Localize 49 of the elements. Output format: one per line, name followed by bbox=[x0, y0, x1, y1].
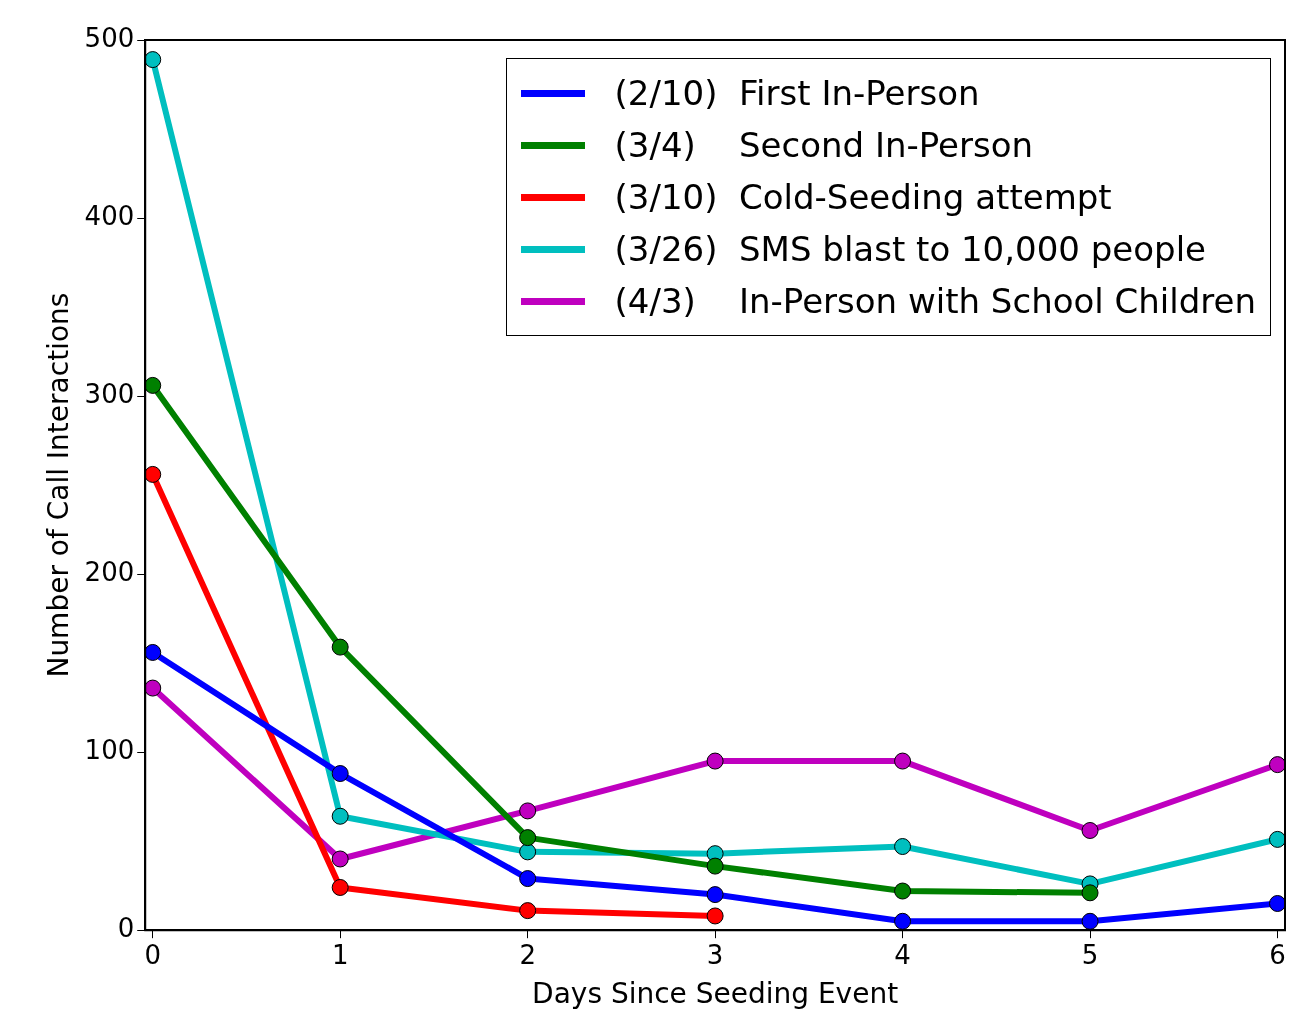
point bbox=[894, 838, 912, 856]
legend-label: (4/3) In-Person with School Children bbox=[613, 280, 1256, 323]
x-tick-label: 1 bbox=[331, 939, 349, 970]
point bbox=[145, 679, 162, 697]
point bbox=[1081, 912, 1099, 930]
x-tick-label: 4 bbox=[894, 939, 911, 970]
x-tick-label: 2 bbox=[519, 939, 536, 970]
point bbox=[894, 752, 912, 770]
y-axis-title: Number of Call Interactions bbox=[42, 292, 76, 678]
point bbox=[1081, 822, 1099, 839]
point bbox=[1269, 894, 1285, 912]
point bbox=[706, 752, 724, 770]
point bbox=[1269, 830, 1285, 848]
point bbox=[519, 902, 537, 920]
point bbox=[145, 643, 162, 661]
point bbox=[519, 870, 537, 888]
x-axis-title: Days Since Seeding Event bbox=[532, 977, 899, 1011]
point bbox=[331, 878, 349, 896]
point bbox=[331, 807, 349, 825]
y-tick-label: 500 bbox=[84, 22, 135, 53]
point bbox=[519, 829, 537, 847]
x-tick-label: 3 bbox=[706, 939, 724, 970]
point bbox=[145, 51, 162, 69]
point bbox=[145, 465, 162, 483]
y-tick-label: 100 bbox=[84, 734, 135, 765]
y-tick-label: 400 bbox=[84, 200, 135, 231]
legend-label: (2/10) First In-Person bbox=[613, 72, 981, 115]
point bbox=[894, 912, 912, 930]
legend-label: (3/4) Second In-Person bbox=[613, 124, 1035, 167]
point bbox=[706, 907, 724, 925]
x-tick-label: 6 bbox=[1269, 939, 1286, 970]
x-tick-label: 0 bbox=[144, 939, 161, 970]
legend-label: (3/10) Cold-Seeding attempt bbox=[613, 176, 1113, 219]
point bbox=[894, 882, 912, 900]
y-tick-label: 0 bbox=[117, 912, 135, 943]
point bbox=[331, 765, 349, 783]
point bbox=[331, 638, 349, 656]
point bbox=[519, 843, 537, 861]
point bbox=[706, 886, 724, 904]
y-tick-label: 200 bbox=[84, 556, 135, 587]
y-tick-label: 300 bbox=[84, 378, 135, 409]
point bbox=[331, 850, 349, 868]
x-tick-label: 5 bbox=[1081, 939, 1099, 970]
point bbox=[519, 802, 537, 820]
point bbox=[1081, 884, 1099, 902]
point bbox=[145, 376, 162, 394]
point bbox=[1269, 756, 1285, 774]
legend-label: (3/26) SMS blast to 10,000 people bbox=[613, 228, 1207, 271]
point bbox=[706, 857, 724, 875]
